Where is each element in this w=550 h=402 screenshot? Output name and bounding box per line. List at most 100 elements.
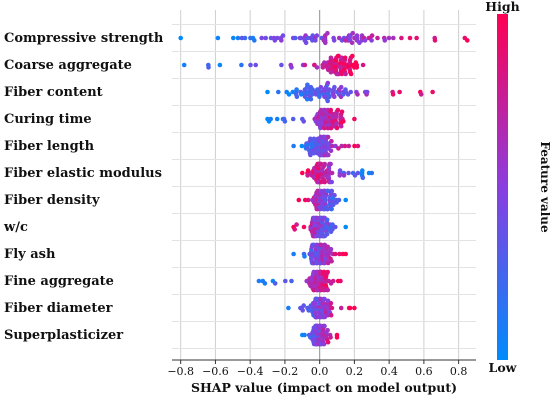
x-tick-label: −0.8 — [167, 365, 194, 378]
shap-point — [348, 89, 354, 95]
shap-point — [347, 305, 353, 311]
shap-point — [309, 92, 315, 97]
shap-point — [360, 62, 366, 68]
shap-point — [350, 30, 356, 36]
shap-point — [343, 251, 349, 257]
colorbar-title: Feature value — [538, 141, 550, 233]
shap-point — [386, 35, 392, 41]
shap-point — [334, 335, 340, 340]
shap-point — [294, 222, 299, 227]
shap-point — [348, 71, 354, 77]
shap-point — [355, 143, 361, 149]
shap-point — [326, 152, 331, 158]
shap-point — [339, 55, 345, 61]
shap-point — [397, 89, 402, 95]
shap-point — [354, 65, 360, 70]
shap-point — [322, 323, 327, 329]
shap-point — [181, 62, 187, 68]
shap-point — [330, 278, 336, 284]
shap-point — [206, 65, 211, 70]
shap-point — [303, 40, 309, 46]
feature-label: Fly ash — [4, 247, 56, 262]
shap-point — [329, 305, 335, 311]
shap-point — [346, 143, 352, 149]
shap-point — [418, 92, 424, 97]
shap-point — [352, 143, 357, 149]
shap-point — [327, 94, 332, 100]
shap-point — [272, 281, 278, 286]
feature-label: Coarse aggregate — [4, 58, 132, 73]
shap-point — [339, 109, 345, 115]
shap-point — [301, 224, 307, 230]
shap-point — [294, 94, 300, 100]
shap-point — [338, 278, 343, 284]
shap-point — [360, 175, 366, 181]
shap-point — [268, 116, 274, 122]
shap-point — [256, 278, 262, 284]
shap-point — [325, 269, 331, 275]
shap-point — [301, 303, 307, 308]
shap-point — [328, 69, 334, 75]
shap-points — [178, 30, 470, 347]
shap-point — [283, 278, 288, 284]
shap-point — [290, 89, 296, 95]
shap-point — [329, 179, 335, 185]
shap-point — [325, 339, 331, 345]
shap-point — [322, 296, 327, 302]
shap-point — [339, 143, 345, 149]
shap-point — [265, 89, 270, 95]
shap-point — [327, 87, 332, 92]
shap-point — [332, 192, 337, 198]
shap-point — [317, 94, 322, 100]
shap-point — [331, 202, 336, 208]
shap-point — [325, 244, 331, 250]
shap-point — [263, 35, 269, 41]
shap-point — [248, 62, 253, 68]
shap-point — [286, 92, 292, 97]
shap-point — [328, 161, 333, 167]
shap-point — [178, 35, 183, 41]
feature-label: Compressive strength — [4, 31, 164, 46]
shap-point — [390, 92, 396, 97]
shap-point — [331, 38, 337, 43]
shap-point — [239, 62, 244, 68]
x-tick-label: −0.6 — [202, 365, 229, 378]
shap-point — [253, 62, 258, 68]
shap-point — [280, 33, 286, 38]
colorbar-high-label: High — [485, 0, 519, 14]
shap-point — [324, 217, 330, 223]
shap-point — [338, 123, 344, 129]
x-tick-label: 0.4 — [380, 365, 398, 378]
shap-point — [328, 148, 334, 154]
feature-labels: Compressive strength Coarse aggregate Fibe… — [3, 31, 164, 343]
shap-point — [235, 35, 241, 41]
shap-point — [299, 92, 304, 97]
feature-label: Curing time — [4, 112, 92, 127]
shap-point — [341, 119, 346, 124]
shap-point — [328, 335, 333, 340]
shap-point — [279, 62, 284, 68]
shap-point — [432, 38, 438, 43]
shap-point — [328, 312, 334, 318]
shap-point — [300, 308, 306, 313]
shap-point — [217, 62, 223, 68]
shap-point — [325, 134, 331, 140]
shap-point — [252, 38, 257, 43]
shap-point — [364, 89, 370, 95]
shap-point — [352, 116, 357, 122]
shap-point — [332, 84, 337, 90]
shap-point — [259, 35, 265, 41]
shap-point — [320, 65, 326, 70]
shap-point — [360, 168, 365, 173]
shap-point — [305, 197, 311, 203]
shap-point — [290, 116, 296, 122]
shap-point — [369, 38, 374, 43]
shap-point — [349, 40, 355, 46]
shap-point — [325, 98, 331, 104]
shap-point — [322, 161, 328, 167]
shap-point — [324, 231, 330, 237]
x-tick-label: 0.6 — [415, 365, 433, 378]
shap-point — [333, 251, 338, 257]
shap-point — [296, 197, 302, 203]
